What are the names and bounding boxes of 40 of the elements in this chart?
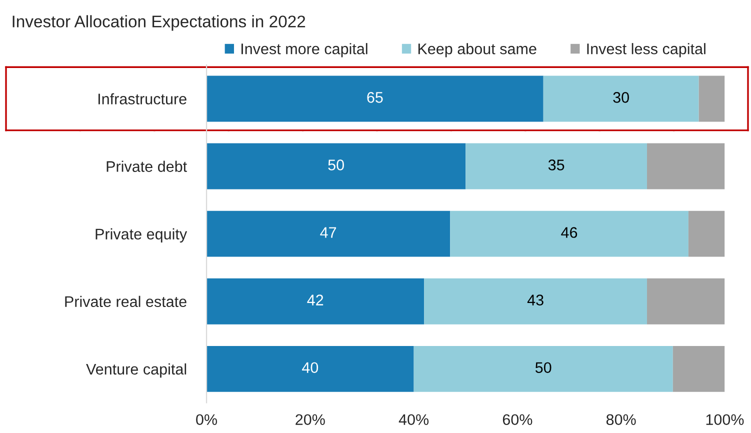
x-tick-label: 0% <box>196 414 218 426</box>
y-tick-label: Private equity <box>96 228 188 243</box>
data-label: 35 <box>548 160 564 170</box>
data-label: 50 <box>328 160 344 170</box>
bar <box>688 210 725 257</box>
x-tick-label: 80% <box>606 414 636 426</box>
data-label: 30 <box>613 92 629 103</box>
bar <box>206 76 544 122</box>
bar <box>450 210 688 257</box>
bar <box>206 143 466 190</box>
bar <box>672 346 725 392</box>
bar <box>206 210 450 257</box>
data-label: 65 <box>367 92 383 103</box>
x-tick-label: 100% <box>706 414 744 426</box>
y-tick-label: Venture capital <box>86 363 186 378</box>
bar <box>466 143 647 190</box>
bar <box>414 346 673 392</box>
bar <box>698 76 725 122</box>
x-tick-label: 60% <box>502 414 532 426</box>
bar <box>543 76 699 122</box>
data-label: 47 <box>320 227 336 238</box>
legend-label: Invest less capital <box>587 43 706 58</box>
bar <box>206 346 414 392</box>
bar <box>424 278 647 324</box>
data-label: 40 <box>302 362 318 374</box>
y-tick-label: Private debt <box>106 160 187 172</box>
data-label: 42 <box>307 294 324 306</box>
bar <box>646 143 725 190</box>
x-tick-label: 40% <box>398 414 429 426</box>
legend-label: Keep about same <box>418 43 536 58</box>
bar <box>206 278 424 324</box>
x-tick-label: 20% <box>296 414 325 426</box>
y-tick-label: Infrastructure <box>98 93 186 104</box>
legend-label: Invest more capital <box>242 43 368 58</box>
data-label: 43 <box>527 294 544 306</box>
data-label: 50 <box>535 362 552 374</box>
data-label: 46 <box>561 227 578 238</box>
bar <box>646 278 725 324</box>
y-tick-label: Private real estate <box>65 296 186 308</box>
chart-title: Investor Allocation Expectations in 2022 <box>12 15 306 31</box>
